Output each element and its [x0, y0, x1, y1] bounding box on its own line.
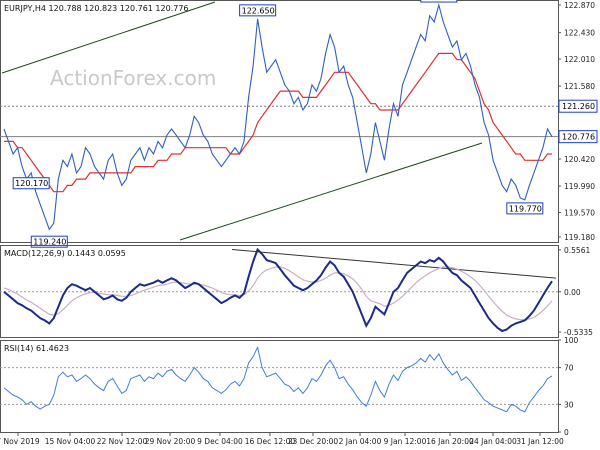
y-tick-label: 70 [564, 364, 574, 373]
panel-frame [0, 340, 559, 433]
x-tick-label: 22 Nov 12:00 [97, 437, 148, 446]
x-tick-label: 31 Jan 12:00 [516, 437, 564, 446]
price-label-box [506, 202, 544, 215]
rsi-line [3, 345, 553, 413]
y-tick-label: 0.5561 [564, 246, 590, 255]
x-tick-label: 9 Dec 04:00 [197, 437, 243, 446]
x-tick-label: 7 Nov 2019 [0, 437, 40, 446]
y-tick-label: 122.010 [564, 55, 595, 64]
price-label: 119.770 [509, 204, 542, 213]
level-label: 121.260 [562, 102, 595, 111]
divergence-line [231, 249, 557, 279]
price-label-box [12, 177, 50, 190]
channel-upper-line [1, 1, 216, 74]
level-label-box [558, 130, 598, 144]
y-tick-label: 121.580 [564, 82, 595, 91]
panel-title: EURJPY,H4 120.788 120.823 120.761 120.77… [4, 4, 189, 13]
x-tick-label: 16 Jan 20:00 [426, 437, 474, 446]
y-tick-label: 30 [564, 400, 574, 409]
price-panel: EURJPY,H4 120.788 120.823 120.761 120.77… [0, 0, 598, 248]
rsi-panel: RSI(14) 61.4623 100 70 30 0 [0, 336, 579, 437]
y-tick-label: 0 [564, 428, 569, 437]
x-tick-label: 9 Jan 12:00 [384, 437, 427, 446]
channel-lower-line [179, 142, 483, 241]
x-tick-label: 2 Jan 04:00 [339, 437, 382, 446]
y-tick-label: 119.180 [564, 233, 595, 242]
y-tick-label: 0.00 [564, 288, 581, 297]
watermark: ActionForex.com [50, 66, 216, 90]
moving-average-line [4, 52, 552, 193]
price-label-box [420, 0, 458, 3]
price-label: 120.170 [15, 179, 48, 188]
price-label: 122.870 [423, 0, 456, 2]
panel-title: MACD(12,26,9) 0.1443 0.0595 [4, 249, 126, 258]
x-tick-label: 23 Dec 20:00 [288, 437, 339, 446]
y-tick-label: 119.990 [564, 182, 595, 191]
x-tick-label: 16 Dec 12:00 [245, 437, 296, 446]
y-tick-label: 119.570 [564, 208, 595, 217]
price-line [3, 2, 553, 231]
x-tick-label: 15 Nov 04:00 [45, 437, 96, 446]
x-tick-label: 24 Jan 04:00 [469, 437, 517, 446]
y-tick-label: 120.420 [564, 155, 595, 164]
y-tick-label: 122.430 [564, 29, 595, 38]
panel-frame [0, 0, 559, 243]
price-label-box [239, 4, 277, 17]
y-tick-label: 100 [564, 336, 579, 345]
panel-title: RSI(14) 61.4623 [4, 344, 69, 353]
price-label: 119.240 [33, 238, 66, 247]
y-tick-label: 122.870 [564, 1, 595, 10]
macd-line [3, 247, 553, 333]
level-label-box [558, 99, 598, 113]
price-label: 122.650 [242, 6, 275, 15]
level-label: 120.776 [562, 133, 595, 142]
price-label-box [30, 235, 68, 248]
x-tick-label: 29 Nov 20:00 [145, 437, 196, 446]
y-tick-label: -0.5335 [564, 328, 593, 337]
macd-panel: MACD(12,26,9) 0.1443 0.0595 0.5561 0.00 -0.… [0, 245, 593, 338]
